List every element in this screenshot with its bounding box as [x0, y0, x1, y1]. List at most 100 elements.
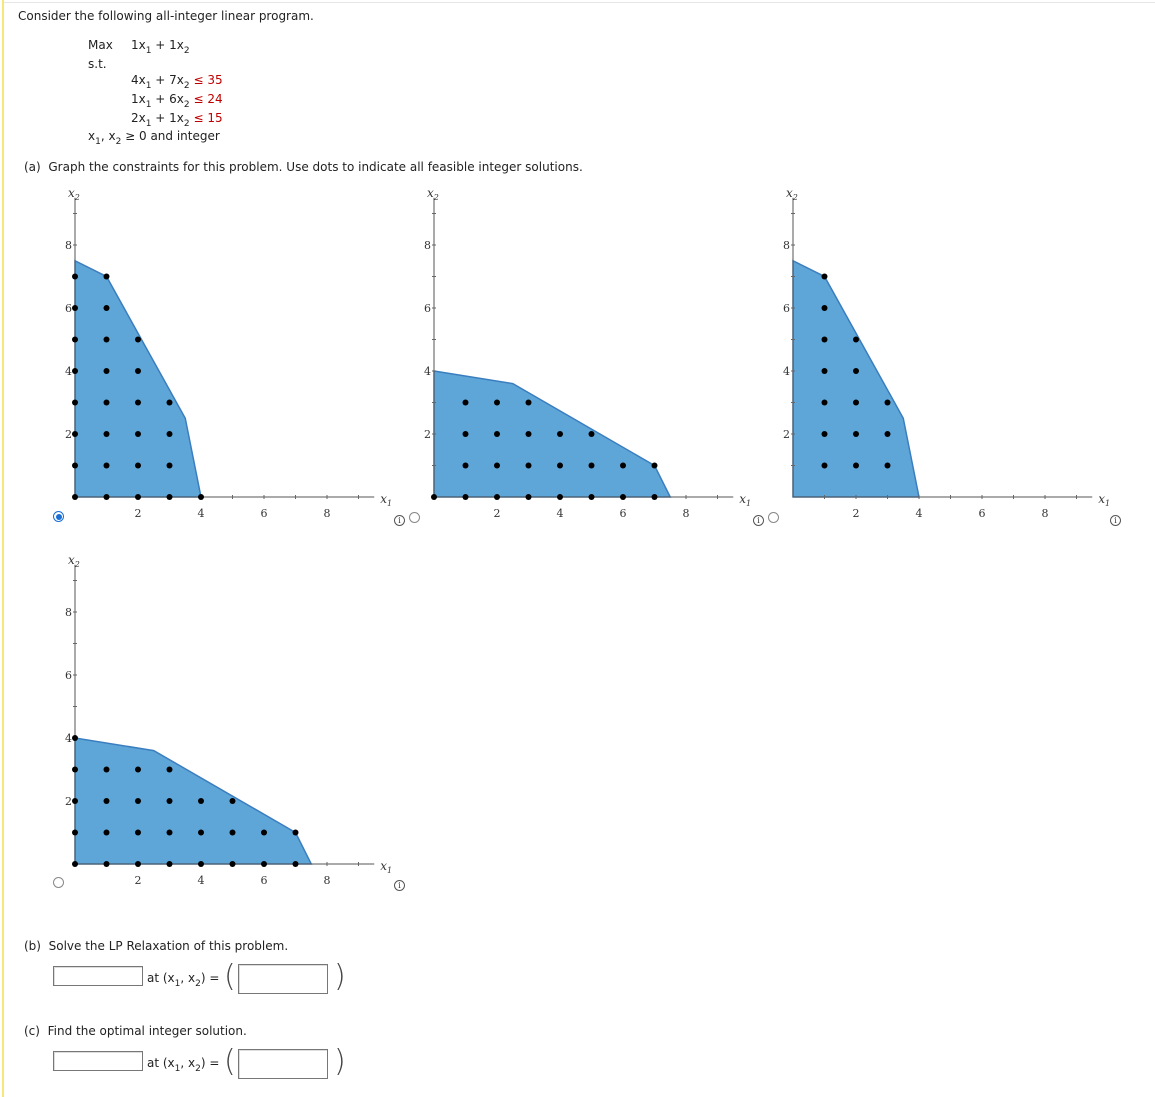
x-tick-label: 4 [198, 874, 205, 887]
y-tick-label: 2 [424, 428, 431, 441]
integer-point [292, 861, 299, 867]
x-axis-label-subscript: 1 [387, 866, 392, 875]
integer-point [166, 399, 173, 406]
x-axis-label-subscript: 1 [1105, 499, 1110, 508]
integer-point [166, 861, 173, 867]
x-tick-label: 2 [853, 507, 860, 520]
left-accent-bar [2, 0, 4, 1097]
integer-point [135, 829, 141, 836]
integer-point [821, 336, 828, 343]
integer-point [72, 861, 78, 867]
y-tick-label: 8 [783, 239, 790, 252]
integer-point [72, 798, 78, 804]
option-2-radio[interactable] [409, 512, 420, 523]
integer-point [853, 336, 859, 343]
close-paren: ) [334, 959, 346, 994]
integer-point [525, 431, 532, 437]
info-icon[interactable]: i [1110, 515, 1121, 526]
graph-option-4[interactable]: 2 4 6 8 2 4 6 8 x1 x2 [55, 550, 415, 900]
x-tick-label: 2 [494, 507, 501, 520]
integer-point [229, 829, 236, 836]
integer-point [884, 462, 891, 469]
integer-point [620, 462, 626, 469]
integer-point [103, 861, 110, 867]
option-3-radio[interactable] [768, 512, 779, 523]
y-axis-label: x2 [427, 186, 439, 202]
integer-point [588, 462, 595, 469]
y-tick-label: 8 [65, 606, 72, 619]
info-icon[interactable]: i [394, 880, 405, 891]
integer-point [462, 431, 469, 437]
integer-point [72, 399, 78, 406]
feasible-region [74, 737, 313, 865]
constraint-graph: 2 4 6 8 2 4 6 8 x1 x2 [65, 186, 392, 520]
top-divider [4, 2, 1155, 3]
integer-point [431, 494, 437, 500]
open-paren: ( [224, 959, 236, 994]
integer-at-label: at (x1, x2) = [147, 1056, 220, 1074]
constraint-graph: 2 4 6 8 2 4 6 8 x1 x2 [65, 553, 392, 887]
x-tick-label: 6 [979, 507, 986, 520]
info-icon[interactable]: i [753, 515, 764, 526]
integer-point [588, 494, 595, 500]
x-axis-label-subscript: 1 [746, 499, 751, 508]
y-tick-label: 4 [65, 365, 72, 378]
info-icon[interactable]: i [394, 515, 405, 526]
integer-point [72, 462, 78, 469]
constraint-1: 4x1 + 7x2 ≤ 35 [131, 73, 223, 91]
integer-point [72, 494, 78, 500]
y-tick-label: 6 [65, 669, 72, 682]
x-axis-label: x1 [380, 492, 392, 508]
problem-intro: Consider the following all-integer linea… [18, 9, 314, 23]
integer-point [166, 798, 173, 804]
integer-point [821, 431, 828, 437]
integer-point [229, 798, 236, 804]
y-tick-label: 2 [65, 428, 72, 441]
integer-point [198, 494, 204, 500]
integer-point [166, 431, 173, 437]
integer-point [494, 431, 500, 437]
constraint-3: 2x1 + 1x2 ≤ 15 [131, 111, 223, 129]
constraint-graph: 2 4 6 8 2 4 6 8 x1 x2 [424, 186, 751, 520]
integer-objective-value-input[interactable] [53, 1051, 143, 1071]
integer-point [103, 829, 110, 836]
lp-at-label: at (x1, x2) = [147, 971, 220, 989]
objective-function: 1x1 + 1x2 [131, 38, 190, 56]
integer-point [72, 273, 78, 280]
y-axis-label-subscript: 2 [792, 193, 798, 202]
integer-point [103, 494, 110, 500]
graph-option-1[interactable]: 2 4 6 8 2 4 6 8 x1 x2 [55, 183, 415, 533]
integer-point [494, 494, 500, 500]
integer-point [821, 273, 828, 280]
lp-objective-value-input[interactable] [53, 966, 143, 986]
st-label: s.t. [88, 57, 107, 71]
feasible-region [792, 259, 920, 498]
integer-point [103, 368, 110, 374]
y-tick-label: 8 [424, 239, 431, 252]
x-tick-label: 8 [1042, 507, 1049, 520]
option-4-radio[interactable] [53, 877, 64, 888]
feasible-region [74, 259, 202, 498]
integer-point [198, 798, 204, 804]
integer-point [166, 462, 173, 469]
y-tick-label: 6 [65, 302, 72, 315]
graph-option-2[interactable]: 2 4 6 8 2 4 6 8 x1 x2 [414, 183, 774, 533]
x-tick-label: 8 [324, 507, 331, 520]
integer-point [620, 494, 626, 500]
lp-solution-point-input[interactable] [238, 964, 328, 994]
y-axis-label: x2 [68, 553, 80, 569]
part-b-prompt: (b) Solve the LP Relaxation of this prob… [24, 939, 289, 953]
y-tick-label: 2 [783, 428, 790, 441]
part-c-prompt: (c) Find the optimal integer solution. [24, 1024, 247, 1038]
integer-point [261, 861, 267, 867]
integer-point [557, 462, 563, 469]
integer-point [72, 766, 78, 773]
integer-point [462, 494, 469, 500]
graph-option-3[interactable]: 2 4 6 8 2 4 6 8 x1 x2 [773, 183, 1133, 533]
integer-point [261, 829, 267, 836]
y-tick-label: 4 [424, 365, 431, 378]
option-1-radio[interactable] [53, 511, 64, 522]
y-tick-label: 6 [783, 302, 790, 315]
integer-solution-point-input[interactable] [238, 1049, 328, 1079]
x-tick-label: 2 [135, 507, 142, 520]
